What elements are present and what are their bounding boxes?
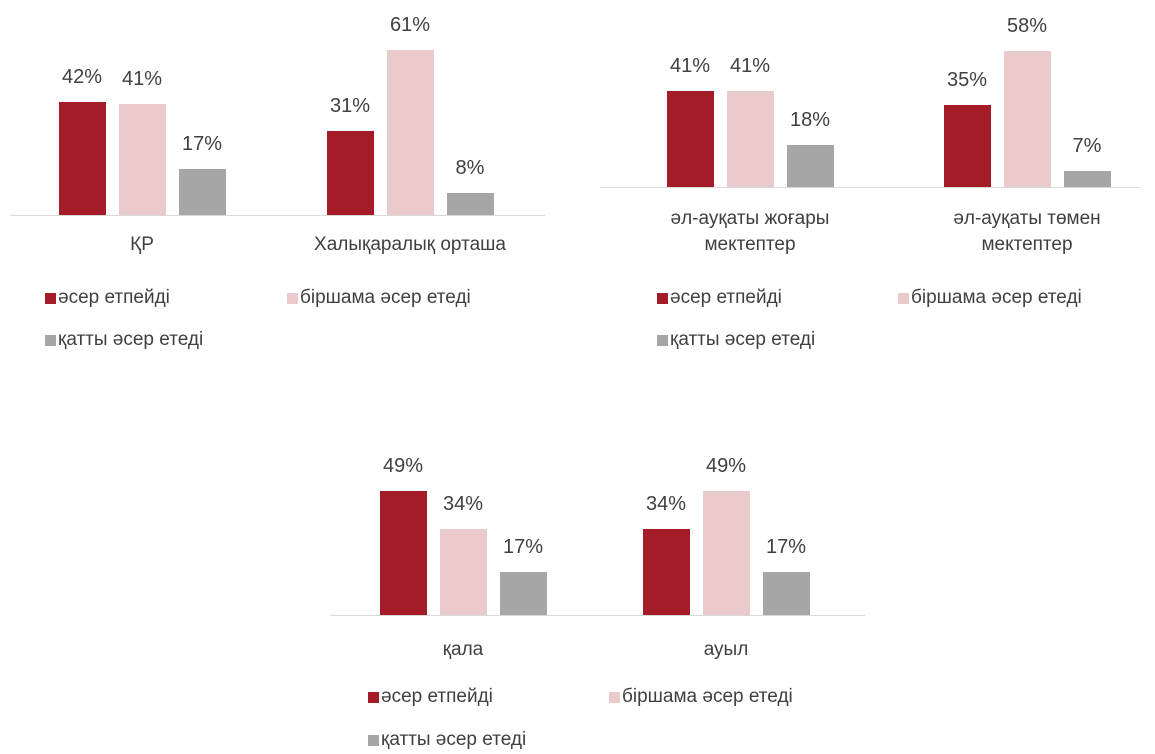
legend-swatch — [368, 692, 379, 703]
bar — [499, 571, 547, 615]
legend-label: қатты әсер етеді — [381, 729, 527, 750]
value-label: 41% — [729, 54, 771, 77]
category-label: ҚР — [130, 234, 154, 255]
legend-label: әсер етпейді — [381, 686, 493, 707]
bar — [702, 491, 750, 615]
value-label: 18% — [789, 108, 831, 131]
bar — [1003, 50, 1051, 187]
bar — [642, 528, 690, 615]
value-label: 49% — [705, 455, 747, 478]
value-label: 17% — [765, 535, 807, 558]
value-label: 7% — [1072, 134, 1102, 157]
baseline — [10, 215, 545, 216]
legend-label: біршама әсер етеді — [911, 287, 1082, 308]
legend-swatch — [45, 293, 56, 304]
bar — [943, 104, 991, 187]
bar — [386, 50, 434, 215]
legend-swatch — [287, 293, 298, 304]
value-label: 31% — [329, 95, 371, 118]
category-label: ауыл — [703, 639, 749, 660]
category-label: Халықаралық орташа — [314, 234, 506, 255]
value-label: 41% — [121, 68, 163, 91]
category-label: әл-ауқаты төмен мектептер — [953, 208, 1101, 255]
baseline — [330, 615, 865, 616]
bar — [379, 491, 427, 615]
legend-label: қатты әсер етеді — [58, 329, 204, 350]
legend-label: біршама әсер етеді — [300, 287, 471, 308]
value-label: 41% — [669, 54, 711, 77]
bar — [726, 90, 774, 187]
bar — [1063, 170, 1111, 187]
legend-swatch — [609, 692, 620, 703]
legend-swatch — [368, 735, 379, 746]
bar — [786, 144, 834, 187]
value-label: 34% — [442, 492, 484, 515]
bar — [118, 104, 166, 215]
legend-label: әсер етпейді — [670, 287, 782, 308]
legend-label: біршама әсер етеді — [622, 686, 793, 707]
value-label: 35% — [946, 68, 988, 91]
value-label: 42% — [61, 65, 103, 88]
value-label: 8% — [455, 157, 485, 180]
legend-swatch — [657, 293, 668, 304]
legend-swatch — [898, 293, 909, 304]
bar — [58, 101, 106, 215]
value-label: 17% — [502, 535, 544, 558]
bar — [762, 571, 810, 615]
category-label: қала — [442, 639, 484, 660]
baseline — [600, 187, 1140, 188]
bar — [446, 193, 494, 215]
bar — [326, 131, 374, 215]
legend-swatch — [657, 335, 668, 346]
value-label: 58% — [1006, 14, 1048, 37]
value-label: 49% — [382, 455, 424, 478]
bar — [178, 169, 226, 215]
value-label: 61% — [389, 14, 431, 37]
legend-label: әсер етпейді — [58, 287, 170, 308]
category-label: әл-ауқаты жоғары мектептер — [670, 208, 830, 255]
legend-label: қатты әсер етеді — [670, 329, 816, 350]
legend-swatch — [45, 335, 56, 346]
bar — [666, 90, 714, 187]
value-label: 17% — [181, 133, 223, 156]
bar — [439, 528, 487, 615]
value-label: 34% — [645, 492, 687, 515]
